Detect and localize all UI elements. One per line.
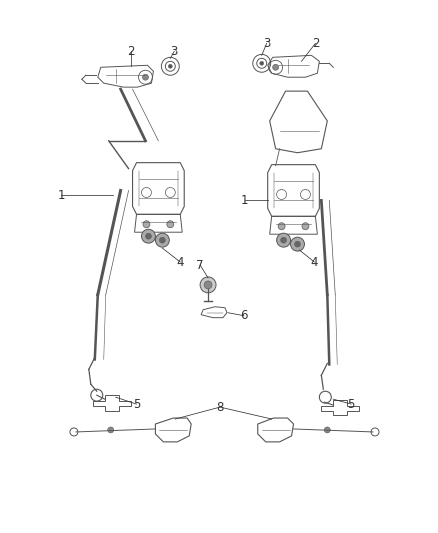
Circle shape (200, 277, 216, 293)
Circle shape (324, 427, 330, 433)
Text: 7: 7 (196, 259, 204, 271)
Circle shape (159, 237, 165, 243)
Text: 4: 4 (311, 255, 318, 269)
Circle shape (290, 237, 304, 251)
Circle shape (278, 223, 285, 230)
Circle shape (204, 281, 212, 289)
Circle shape (260, 61, 264, 65)
Text: 4: 4 (177, 255, 184, 269)
Circle shape (167, 221, 174, 228)
Text: 5: 5 (347, 398, 355, 410)
Circle shape (302, 223, 309, 230)
Text: 8: 8 (216, 401, 224, 414)
Circle shape (145, 233, 152, 239)
Circle shape (142, 74, 148, 80)
Circle shape (141, 229, 155, 243)
Circle shape (155, 233, 170, 247)
Text: 1: 1 (57, 189, 65, 202)
Circle shape (294, 241, 300, 247)
Circle shape (143, 221, 150, 228)
Text: 2: 2 (311, 37, 319, 50)
Circle shape (281, 237, 286, 243)
Circle shape (277, 233, 290, 247)
Circle shape (168, 64, 172, 68)
Text: 2: 2 (127, 45, 134, 58)
Text: 3: 3 (263, 37, 270, 50)
Text: 5: 5 (133, 398, 140, 410)
Circle shape (273, 64, 279, 70)
Circle shape (108, 427, 114, 433)
Text: 1: 1 (241, 194, 249, 207)
Text: 6: 6 (240, 309, 247, 322)
Text: 3: 3 (170, 45, 178, 58)
